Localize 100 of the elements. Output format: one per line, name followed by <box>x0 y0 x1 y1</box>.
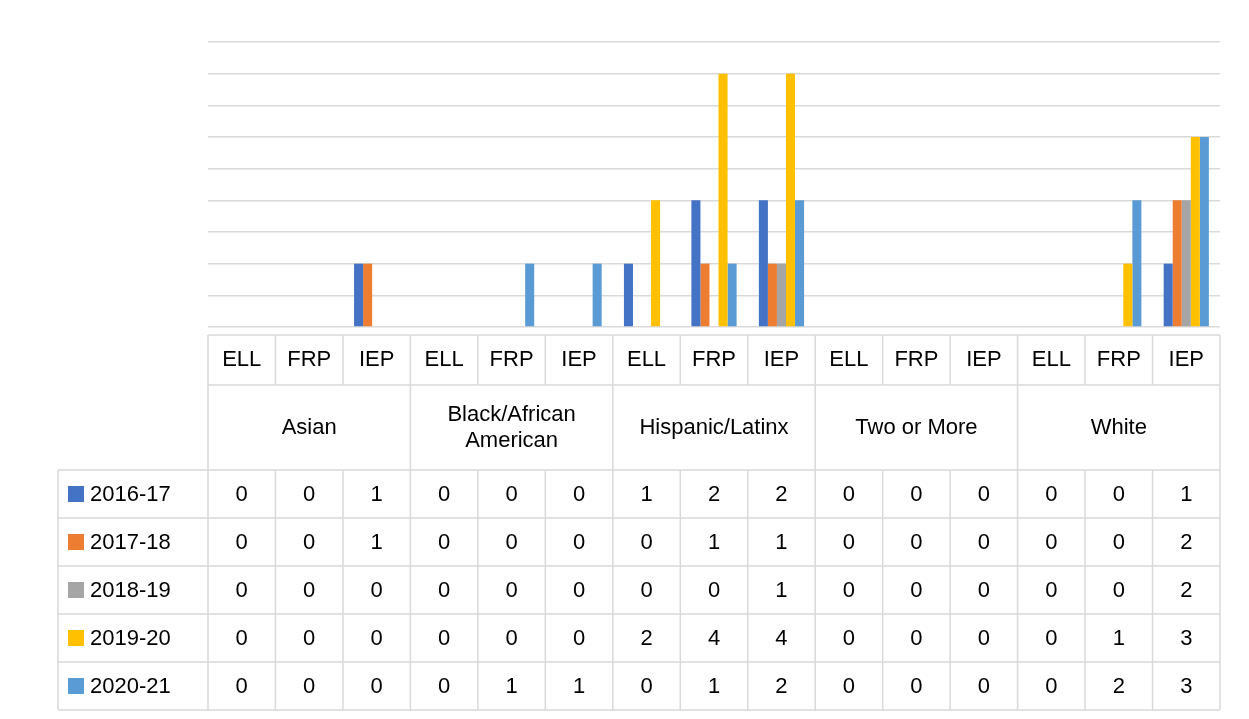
data-label: 0 <box>235 625 248 651</box>
bar <box>776 263 786 327</box>
data-label: 0 <box>235 577 248 603</box>
data-label: 2 <box>1180 529 1193 555</box>
data-label: 1 <box>1180 481 1193 507</box>
data-label: 2 <box>1180 577 1193 603</box>
data-label: 0 <box>1112 577 1125 603</box>
data-label: 0 <box>640 577 653 603</box>
x-tick-label: IEP <box>358 346 395 372</box>
data-label: 0 <box>235 673 248 699</box>
text: Black/African American <box>447 400 576 452</box>
x-tick-label: FRP <box>287 346 332 372</box>
x-tick-label: IEP <box>1168 346 1204 372</box>
bar <box>651 200 661 327</box>
data-label: 0 <box>1045 673 1058 699</box>
data-label: 0 <box>303 673 316 699</box>
data-label: 0 <box>1045 529 1058 555</box>
bar <box>1181 200 1191 327</box>
data-label: 0 <box>370 577 383 603</box>
legend-label: 2017-18 <box>90 529 171 555</box>
legend-label: 2016-17 <box>90 481 171 507</box>
data-label: 1 <box>1112 625 1125 651</box>
data-label: 1 <box>370 529 383 555</box>
data-label: 0 <box>505 577 518 603</box>
data-label: 2 <box>1112 673 1125 699</box>
data-label: 0 <box>910 577 923 603</box>
data-label: 0 <box>572 529 586 555</box>
data-label: 0 <box>842 577 856 603</box>
x-tick-label: FRP <box>489 346 534 372</box>
data-label: 0 <box>1045 625 1058 651</box>
bar <box>1190 137 1200 327</box>
text: White <box>1090 413 1147 439</box>
data-label: 1 <box>370 481 383 507</box>
data-label: 1 <box>707 673 721 699</box>
data-label: 2 <box>775 481 788 507</box>
data-label: 2 <box>640 625 653 651</box>
x-tick-label: IEP <box>561 346 597 372</box>
data-label: 0 <box>438 625 451 651</box>
data-label: 0 <box>842 625 856 651</box>
x-tick-label: ELL <box>626 346 667 372</box>
data-label: 0 <box>977 481 990 507</box>
data-label: 0 <box>1112 529 1125 555</box>
data-label: 0 <box>910 625 923 651</box>
data-label: 0 <box>910 529 923 555</box>
data-label: 0 <box>572 625 586 651</box>
text: Hispanic/Latinx <box>639 413 789 439</box>
bar <box>700 263 710 327</box>
data-label: 1 <box>707 529 721 555</box>
data-label: 0 <box>370 625 383 651</box>
bar <box>795 200 805 327</box>
data-label: 1 <box>572 673 586 699</box>
x-tick-label: FRP <box>894 346 939 372</box>
data-label: 0 <box>235 481 248 507</box>
data-label: 0 <box>910 481 923 507</box>
data-label: 0 <box>572 577 586 603</box>
bar <box>354 263 364 327</box>
bar <box>1199 137 1209 327</box>
data-label: 1 <box>505 673 518 699</box>
data-label: 0 <box>842 481 856 507</box>
bar <box>758 200 768 327</box>
bar <box>1123 263 1133 327</box>
data-label: 0 <box>977 529 990 555</box>
bar <box>1132 200 1142 327</box>
data-label: 1 <box>640 481 653 507</box>
data-label: 0 <box>1045 481 1058 507</box>
data-label: 0 <box>842 673 856 699</box>
bar <box>525 263 535 327</box>
data-label: 1 <box>775 577 788 603</box>
bar <box>691 200 701 327</box>
data-label: 0 <box>1045 577 1058 603</box>
bar <box>785 73 796 327</box>
data-label: 0 <box>438 673 451 699</box>
bar <box>727 263 737 327</box>
x-tick-label: ELL <box>424 346 464 372</box>
legend-label: 2019-20 <box>90 625 171 651</box>
data-label: 0 <box>640 529 653 555</box>
data-label: 0 <box>505 481 518 507</box>
bar <box>1172 200 1182 327</box>
data-label: 2 <box>707 481 721 507</box>
legend-label: 2018-19 <box>90 577 171 603</box>
bar <box>592 263 602 327</box>
data-label: 0 <box>977 625 990 651</box>
data-label: 0 <box>977 673 990 699</box>
bar <box>1163 263 1173 327</box>
data-label: 1 <box>775 529 788 555</box>
data-label: 0 <box>303 481 316 507</box>
data-label: 0 <box>303 625 316 651</box>
x-tick-label: ELL <box>829 346 869 372</box>
data-label: 4 <box>775 625 788 651</box>
data-label: 0 <box>842 529 856 555</box>
text: Two or More <box>855 413 978 439</box>
data-label: 0 <box>303 529 316 555</box>
data-label: 0 <box>235 529 248 555</box>
x-tick-label: IEP <box>763 346 800 372</box>
data-label: 0 <box>505 529 518 555</box>
bar <box>767 263 777 327</box>
data-label: 0 <box>640 673 653 699</box>
data-label: 2 <box>775 673 788 699</box>
data-label: 0 <box>303 577 316 603</box>
data-label: 0 <box>1112 481 1125 507</box>
